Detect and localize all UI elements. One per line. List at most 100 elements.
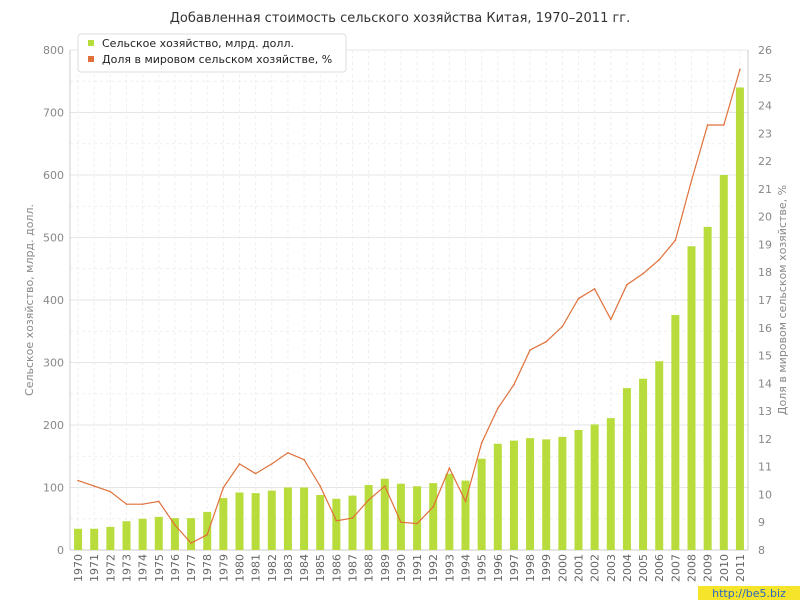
world-share-line: [77, 69, 741, 544]
left-tick-label: 800: [43, 44, 64, 57]
line-point: [351, 517, 354, 519]
bar: [526, 438, 535, 550]
right-tick-label: 21: [758, 183, 772, 196]
bar: [622, 388, 631, 550]
x-tick-label: 1972: [104, 554, 117, 582]
bar: [138, 518, 147, 550]
line-point: [626, 283, 628, 286]
x-tick-label: 2003: [605, 554, 618, 582]
line-point: [270, 463, 273, 465]
watermark: http://be5.biz: [698, 586, 800, 600]
right-tick-label: 16: [758, 322, 772, 335]
line-point: [577, 297, 580, 300]
bar: [574, 430, 583, 550]
chart-title: Добавленная стоимость сельского хозяйств…: [170, 11, 631, 26]
right-axis: 8 9 10 11 12 13 14 15 16 17 18 19 20 21 22 23 24 25 26: [758, 44, 772, 557]
x-tick-label: 1994: [460, 554, 473, 582]
bar: [283, 487, 292, 550]
bar: [203, 511, 212, 550]
right-tick-label: 26: [758, 44, 772, 57]
left-tick-label: 600: [43, 169, 64, 182]
bar: [90, 528, 99, 550]
legend-box: [77, 33, 347, 73]
x-tick-label: 1978: [201, 554, 214, 582]
right-tick-label: 15: [758, 350, 772, 363]
line-point: [690, 179, 693, 182]
x-tick-label: 2001: [573, 554, 586, 582]
x-tick-label: 1996: [492, 554, 505, 582]
x-tick-label: 1988: [363, 554, 376, 582]
line-point: [254, 472, 257, 475]
line-point: [480, 442, 483, 444]
x-tick-label: 2007: [669, 554, 682, 582]
right-tick-label: 23: [758, 127, 772, 140]
bar: [235, 492, 244, 550]
line-point: [529, 349, 531, 351]
line-point: [739, 68, 741, 71]
x-tick-label: 1992: [427, 554, 440, 582]
bar: [703, 226, 712, 550]
legend-label-agriculture: Сельское хозяйство, млрд. долл.: [102, 37, 294, 50]
left-tick-label: 200: [43, 419, 64, 432]
x-tick-label: 1997: [508, 554, 521, 582]
line-point: [561, 325, 564, 328]
x-tick-label: 1970: [72, 554, 85, 582]
left-tick-label: 500: [43, 232, 64, 245]
right-tick-label: 22: [758, 155, 772, 168]
x-tick-label: 1991: [411, 554, 424, 582]
x-tick-label: 1977: [185, 554, 198, 582]
line-point: [706, 124, 709, 126]
bar: [735, 87, 744, 550]
line-point: [609, 318, 612, 321]
x-tick-label: 1971: [88, 554, 101, 582]
x-tick-label: 1993: [443, 554, 456, 582]
bar: [687, 246, 696, 550]
bar: [606, 418, 615, 550]
legend-swatch-world-share: [88, 56, 94, 62]
right-tick-label: 24: [758, 100, 772, 113]
bar: [332, 498, 341, 550]
right-tick-label: 19: [758, 238, 772, 251]
line-point: [545, 340, 548, 343]
bar: [251, 493, 260, 550]
line-point: [238, 463, 241, 465]
x-tick-label: 1973: [121, 554, 134, 582]
right-tick-label: 25: [758, 72, 772, 85]
line-point: [335, 520, 338, 522]
line-point: [222, 486, 225, 489]
x-tick-label: 1995: [476, 554, 489, 582]
x-tick-label: 2005: [637, 554, 650, 582]
bar: [445, 473, 454, 550]
plot-frame: [69, 50, 749, 551]
x-tick-label: 1986: [330, 554, 343, 582]
line-point: [93, 485, 96, 487]
left-tick-label: 100: [43, 482, 64, 495]
left-tick-label: 700: [43, 107, 64, 120]
line-series: [77, 68, 741, 544]
bar: [219, 498, 228, 550]
x-tick-label: 1999: [540, 554, 553, 582]
bar: [74, 528, 83, 550]
legend-swatch-agriculture: [88, 40, 94, 46]
line-point: [319, 485, 322, 487]
right-tick-label: 13: [758, 405, 772, 418]
watermark-text: http://be5.biz: [712, 587, 786, 600]
x-tick-label: 2002: [589, 554, 602, 582]
x-tick-label: 1989: [379, 554, 392, 582]
line-point: [141, 503, 144, 505]
x-tick-label: 1987: [347, 554, 360, 582]
x-tick-label: 2011: [734, 554, 747, 582]
line-point: [722, 124, 725, 126]
line-point: [125, 503, 128, 505]
right-tick-label: 11: [758, 461, 772, 474]
legend-label-world-share: Доля в мировом сельском хозяйстве, %: [102, 53, 332, 66]
x-tick-label: 1985: [314, 554, 327, 582]
x-axis: 1970 1971 1972 1973 1974 1975 1976 1977 1978 1979…: [72, 554, 747, 582]
x-tick-label: 1979: [217, 554, 230, 582]
x-tick-label: 1976: [169, 554, 182, 582]
bar: [380, 478, 389, 550]
x-tick-label: 1980: [234, 554, 247, 582]
line-point: [448, 467, 451, 469]
line-point: [642, 272, 644, 275]
